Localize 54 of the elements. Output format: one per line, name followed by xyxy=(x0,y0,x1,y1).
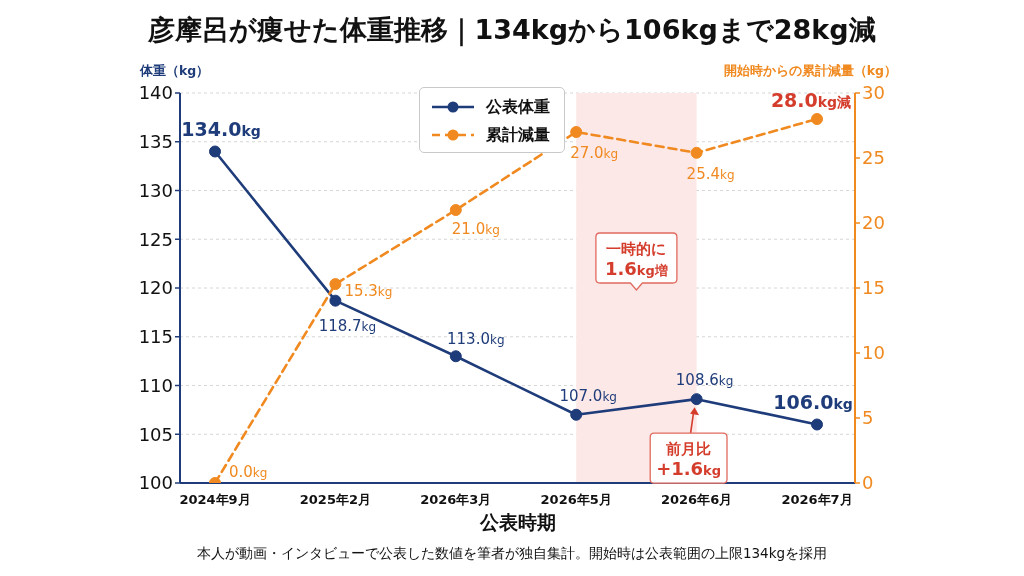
x-tick-label: 2024年9月 xyxy=(179,492,251,508)
text: 本人が動画・インタビューで公表した数値を筆者が独自集計。開始時は公表範囲の上限134kgを採用 xyxy=(195,545,829,563)
point xyxy=(329,278,342,291)
y-axis-title: 体重（kg） xyxy=(140,63,210,80)
point xyxy=(329,294,342,307)
x-tick-label: 2026年5月 xyxy=(540,492,612,508)
annotation: 前月比 +1.6kg xyxy=(656,440,722,480)
y2-axis-title: 開始時からの累計減量（kg） xyxy=(723,63,897,80)
data-label: 0.0kg xyxy=(229,463,268,481)
y2-tick-label: 5 xyxy=(862,407,874,429)
band-label: 一時的に 1.6kg増 xyxy=(604,240,668,279)
data-label: 107.0kg xyxy=(559,386,617,405)
x-tick-label: 2025年2月 xyxy=(299,492,372,508)
y-tick-label: 115 xyxy=(138,326,173,348)
y2-tick-label: 10 xyxy=(862,342,885,364)
data-label: 21.0kg xyxy=(451,220,500,238)
data-label: 108.6kg xyxy=(675,371,734,390)
y-tick-label: 135 xyxy=(138,131,173,153)
point xyxy=(690,146,703,159)
legend-label: 累計減量 xyxy=(485,124,550,146)
data-label: 28.0kg減 xyxy=(770,89,852,111)
data-label: 106.0kg xyxy=(773,390,853,413)
point xyxy=(449,204,462,216)
y2-tick-label: 0 xyxy=(862,472,874,494)
point xyxy=(690,393,703,406)
data-label: 118.7kg xyxy=(318,316,377,335)
x-tick-label: 2026年7月 xyxy=(781,492,853,508)
y-tick-label: 125 xyxy=(138,228,173,250)
y-tick-label: 100 xyxy=(138,472,173,494)
legend-label: 公表体重 xyxy=(485,96,550,118)
y-tick-label: 110 xyxy=(138,374,173,396)
y2-tick-label: 20 xyxy=(862,212,885,234)
x-axis-title: 公表時期 xyxy=(478,510,557,535)
data-label: 15.3kg xyxy=(344,282,393,301)
y2-tick-label: 25 xyxy=(862,147,885,169)
data-label: 27.0kg xyxy=(570,144,619,162)
data-label: 134.0kg xyxy=(181,117,261,140)
point xyxy=(449,350,462,363)
x-tick-label: 2026年3月 xyxy=(420,492,492,508)
y-tick-label: 120 xyxy=(138,277,173,299)
point xyxy=(811,113,823,125)
chart-title: 彦摩呂が痩せた体重推移｜134kgから106kgまで28kg減 xyxy=(147,13,877,48)
point xyxy=(570,408,583,421)
point xyxy=(570,126,583,138)
y2-tick-label: 15 xyxy=(862,277,885,299)
y-tick-label: 140 xyxy=(138,82,173,104)
point xyxy=(811,418,823,431)
y2-tick-label: 30 xyxy=(862,82,885,104)
x-tick-label: 2026年6月 xyxy=(660,492,733,508)
point xyxy=(209,145,221,158)
y-tick-label: 130 xyxy=(138,179,173,201)
data-label: 25.4kg xyxy=(686,164,735,183)
y-tick-label: 105 xyxy=(138,423,173,445)
data-label: 113.0kg xyxy=(447,330,505,349)
